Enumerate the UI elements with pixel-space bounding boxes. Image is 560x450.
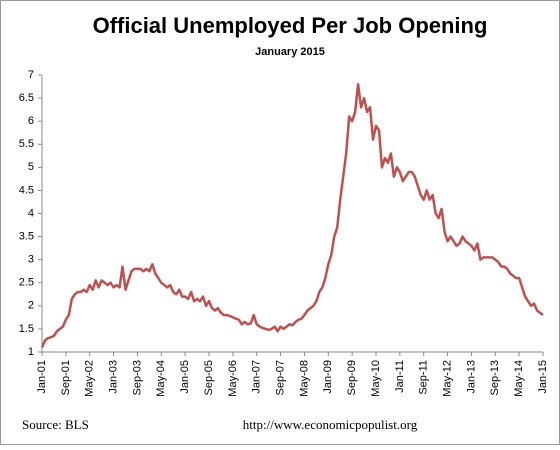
y-tick-label: 2 bbox=[28, 300, 34, 312]
x-tick-label: Sep-01 bbox=[60, 360, 72, 395]
x-tick-label: Jan-15 bbox=[537, 360, 549, 394]
x-tick-label: May-08 bbox=[298, 360, 310, 397]
x-tick-label: May-02 bbox=[84, 360, 96, 397]
chart-subtitle: January 2015 bbox=[255, 46, 325, 58]
source: Source: BLS bbox=[22, 417, 89, 432]
x-tick-label: Jan-03 bbox=[107, 360, 119, 394]
x-tick-label: Jan-05 bbox=[179, 360, 191, 394]
y-tick-label: 1.5 bbox=[19, 323, 34, 335]
x-tick-label: Jan-11 bbox=[394, 360, 406, 393]
x-tick-label: Jan-09 bbox=[322, 360, 334, 394]
y-tick-label: 3.5 bbox=[19, 230, 34, 242]
x-tick-label: Sep-13 bbox=[489, 360, 501, 395]
y-tick-label: 3 bbox=[28, 254, 34, 266]
x-tick-label: Jan-07 bbox=[251, 360, 263, 394]
data-line bbox=[40, 82, 544, 348]
x-tick-label: Jan-01 bbox=[36, 360, 48, 394]
y-tick-label: 1 bbox=[28, 346, 34, 358]
x-tick-label: May-10 bbox=[370, 360, 382, 397]
x-tick-label: May-12 bbox=[441, 360, 453, 397]
y-tick-label: 5 bbox=[28, 161, 34, 173]
x-tick-label: Sep-09 bbox=[346, 360, 358, 395]
x-tick-label: May-14 bbox=[513, 360, 525, 397]
url: http://www.economicpopulist.org bbox=[243, 417, 418, 432]
y-tick-label: 6.5 bbox=[19, 92, 34, 104]
y-tick-label: 6 bbox=[28, 115, 34, 127]
y-tick-label: 4.5 bbox=[19, 184, 34, 196]
y-tick-label: 7 bbox=[28, 69, 34, 81]
x-tick-label: May-04 bbox=[155, 360, 167, 397]
x-tick-label: May-06 bbox=[227, 360, 239, 397]
chart-title: Official Unemployed Per Job Opening bbox=[93, 13, 488, 38]
y-tick-label: 4 bbox=[28, 207, 34, 219]
y-tick-label: 5.5 bbox=[19, 138, 34, 150]
x-tick-label: Sep-05 bbox=[203, 360, 215, 395]
x-tick-label: Sep-11 bbox=[418, 360, 430, 395]
x-tick-label: Sep-07 bbox=[274, 360, 286, 395]
y-tick-label: 2.5 bbox=[19, 277, 34, 289]
x-tick-label: Sep-03 bbox=[131, 360, 143, 395]
x-tick-label: Jan-13 bbox=[465, 360, 477, 394]
